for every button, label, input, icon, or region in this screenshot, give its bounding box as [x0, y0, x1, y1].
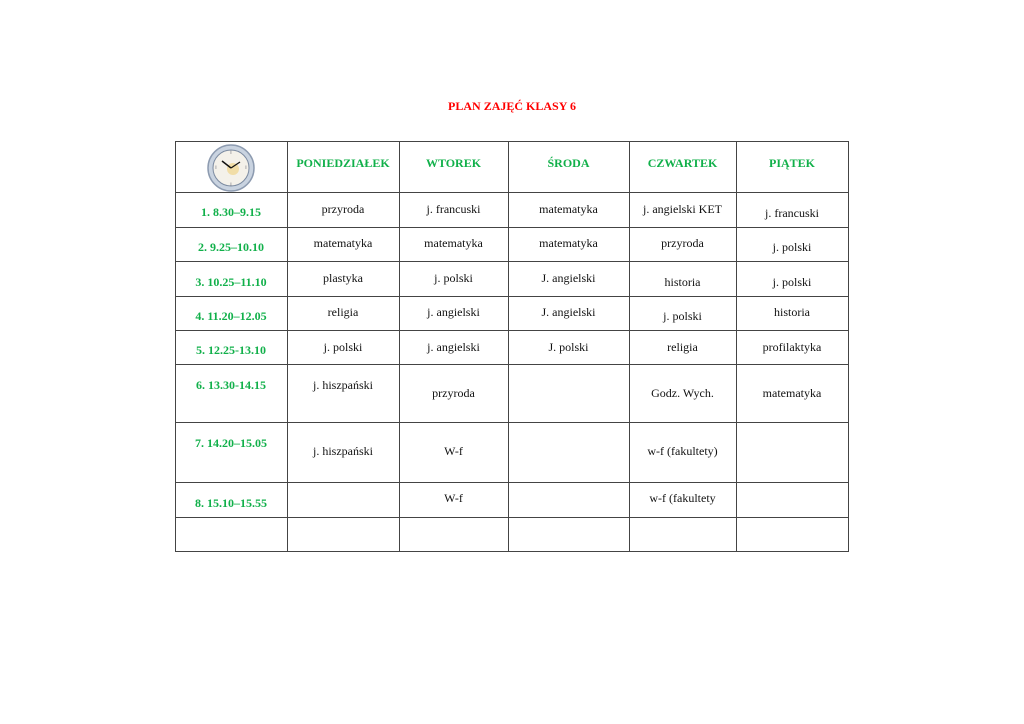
- svg-text:I: I: [215, 165, 216, 170]
- lesson-cell: przyroda: [661, 236, 704, 250]
- lesson-cell: j. hiszpański: [313, 444, 373, 458]
- day-header: PIĄTEK: [768, 156, 815, 170]
- lesson-cell: matematyka: [539, 236, 598, 250]
- time-slot: 4. 11.20–12.05: [195, 309, 267, 323]
- table-vertical-line: [399, 141, 400, 552]
- lesson-cell: historia: [664, 275, 701, 289]
- lesson-cell: J. angielski: [541, 271, 596, 285]
- lesson-cell: j. francuski: [765, 206, 819, 220]
- time-slot: 1. 8.30–9.15: [201, 205, 261, 219]
- lesson-cell: j. polski: [323, 340, 363, 354]
- table-horizontal-line: [175, 261, 849, 262]
- lesson-cell: j. angielski: [427, 305, 480, 319]
- day-header: PONIEDZIAŁEK: [296, 156, 390, 170]
- table-horizontal-line: [175, 517, 849, 518]
- time-slot: 5. 12.25-13.10: [196, 343, 266, 357]
- lesson-cell: plastyka: [323, 271, 363, 285]
- table-vertical-line: [848, 141, 849, 552]
- lesson-cell: J. polski: [548, 340, 589, 354]
- lesson-cell: matematyka: [424, 236, 483, 250]
- table-horizontal-line: [175, 551, 849, 552]
- lesson-cell: j. angielski KET: [643, 202, 722, 216]
- table-horizontal-line: [175, 482, 849, 483]
- time-slot: 7. 14.20–15.05: [195, 436, 267, 450]
- lesson-cell: j. hiszpański: [313, 378, 373, 392]
- table-vertical-line: [175, 141, 176, 552]
- lesson-cell: przyroda: [321, 202, 365, 216]
- lesson-cell: matematyka: [762, 386, 822, 400]
- lesson-cell: historia: [774, 305, 810, 319]
- time-slot: 6. 13.30-14.15: [196, 378, 266, 392]
- table-horizontal-line: [175, 296, 849, 297]
- table-horizontal-line: [175, 192, 849, 193]
- table-vertical-line: [736, 141, 737, 552]
- time-slot: 2. 9.25–10.10: [198, 240, 264, 254]
- lesson-cell: j. polski: [663, 309, 702, 323]
- lesson-cell: j. francuski: [426, 202, 481, 216]
- svg-text:I: I: [230, 182, 231, 187]
- day-header: ŚRODA: [547, 156, 590, 170]
- lesson-cell: j. polski: [434, 271, 473, 285]
- day-header: CZWARTEK: [647, 156, 718, 170]
- table-horizontal-line: [175, 227, 849, 228]
- table-vertical-line: [287, 141, 288, 552]
- lesson-cell: j. angielski: [427, 340, 480, 354]
- lesson-cell: matematyka: [539, 202, 598, 216]
- table-horizontal-line: [175, 422, 849, 423]
- lesson-cell: W-f: [444, 491, 463, 505]
- svg-text:I: I: [230, 150, 231, 155]
- lesson-cell: w-f (fakultety: [649, 491, 716, 505]
- lesson-cell: religia: [327, 305, 359, 319]
- time-slot: 3. 10.25–11.10: [195, 275, 267, 289]
- lesson-cell: Godz. Wych.: [651, 386, 714, 400]
- table-horizontal-line: [175, 330, 849, 331]
- lesson-cell: w-f (fakultety): [647, 444, 718, 458]
- lesson-cell: matematyka: [313, 236, 373, 250]
- wall-clock-icon: I I I I: [207, 144, 255, 192]
- lesson-cell: profilaktyka: [762, 340, 822, 354]
- table-horizontal-line: [175, 141, 849, 142]
- lesson-cell: j. polski: [772, 240, 812, 254]
- lesson-cell: J. angielski: [541, 305, 596, 319]
- table-vertical-line: [629, 141, 630, 552]
- table-vertical-line: [508, 141, 509, 552]
- day-header: WTOREK: [425, 156, 482, 170]
- page-title: PLAN ZAJĘĆ KLASY 6: [448, 99, 576, 113]
- table-horizontal-line: [175, 364, 849, 365]
- lesson-cell: religia: [667, 340, 698, 354]
- lesson-cell: j. polski: [772, 275, 812, 289]
- svg-text:I: I: [245, 165, 246, 170]
- time-slot: 8. 15.10–15.55: [195, 496, 267, 510]
- lesson-cell: W-f: [444, 444, 463, 458]
- lesson-cell: przyroda: [432, 386, 475, 400]
